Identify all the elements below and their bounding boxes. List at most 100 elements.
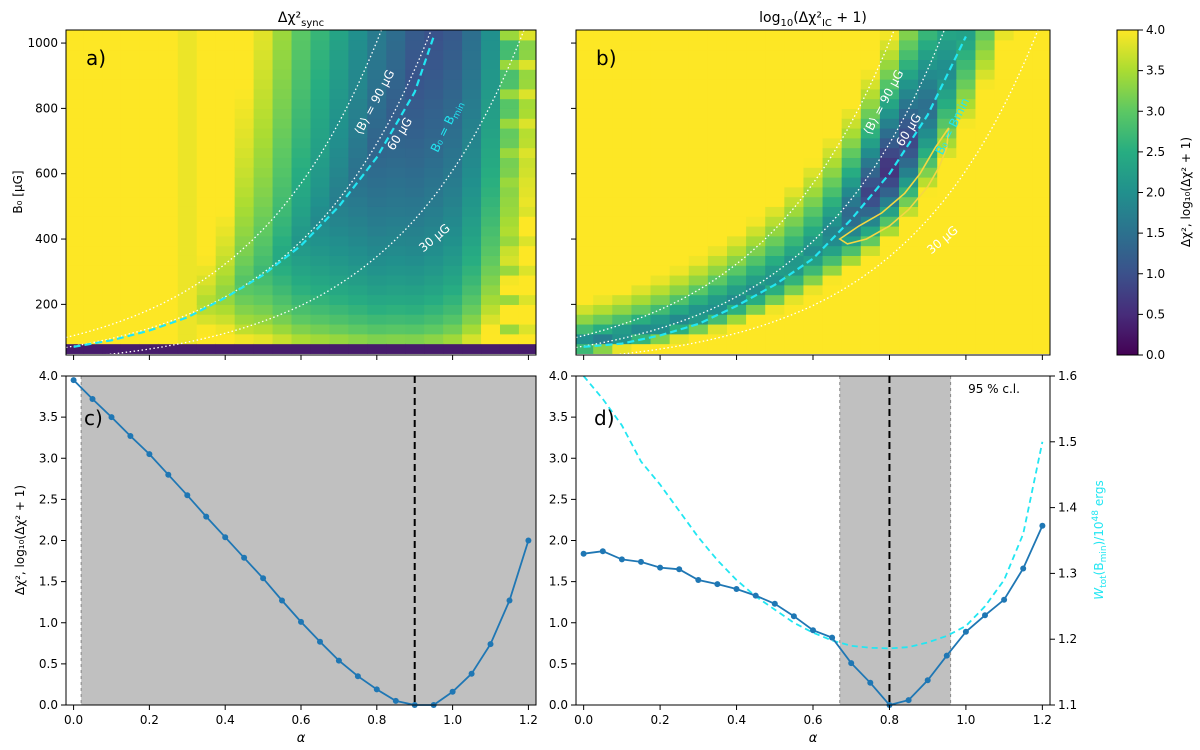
heatmap-cell — [291, 284, 312, 296]
heatmap-cell — [688, 314, 709, 325]
heatmap-cell — [765, 167, 785, 178]
heatmap-cell — [196, 78, 217, 90]
heatmap-cell — [650, 88, 671, 100]
heatmap-cell — [765, 118, 785, 129]
heatmap-cell — [310, 157, 331, 168]
heatmap-cell — [937, 216, 957, 227]
heatmap-cell — [253, 265, 274, 276]
heatmap-cell — [386, 225, 406, 237]
heatmap-cell — [841, 245, 862, 256]
heatmap-cell — [860, 108, 881, 119]
heatmap-cell — [348, 225, 368, 237]
heatmap-cell — [784, 147, 805, 158]
heatmap-cell — [234, 343, 255, 354]
heatmap-cell — [956, 186, 977, 198]
heatmap-cell — [860, 206, 881, 217]
heatmap-cell — [879, 176, 900, 188]
heatmap-cell — [975, 147, 996, 158]
heatmap-cell — [499, 206, 520, 217]
heatmap-cell — [139, 59, 160, 70]
heatmap-cell — [1032, 186, 1050, 198]
heatmap-cell — [177, 108, 198, 119]
heatmap-cell — [177, 118, 198, 129]
heatmap-cell — [669, 30, 690, 41]
heatmap-cell — [310, 343, 331, 354]
heatmap-cell — [196, 59, 217, 70]
heatmap-cell — [424, 333, 444, 345]
heatmap-cell — [803, 127, 824, 139]
heatmap-cell — [841, 343, 862, 354]
heatmap-cell — [822, 108, 843, 119]
heatmap-cell — [102, 323, 122, 335]
heatmap-cell — [576, 314, 594, 325]
heatmap-cell — [707, 137, 728, 149]
heatmap-cell — [860, 255, 881, 266]
heatmap-cell — [102, 274, 122, 286]
heatmap-cell — [899, 343, 919, 354]
heatmap-cell — [102, 206, 122, 217]
heatmap-cell — [899, 30, 919, 41]
heatmap-cell — [177, 30, 198, 31]
data-point — [905, 697, 912, 704]
heatmap-cell — [918, 69, 938, 80]
heatmap-cell — [462, 167, 482, 178]
colorbar-tick-label: 2.0 — [1146, 186, 1165, 200]
heatmap-cell — [746, 69, 766, 80]
heatmap-cell — [253, 30, 274, 41]
heatmap-cell — [803, 147, 824, 158]
heatmap-cell — [234, 167, 255, 178]
heatmap-cell — [841, 147, 862, 158]
heatmap-cell — [650, 314, 671, 325]
heatmap-cell — [329, 294, 349, 305]
heatmap-cell — [707, 235, 728, 247]
heatmap-cell — [669, 108, 690, 119]
heatmap-cell — [272, 157, 293, 168]
heatmap-cell — [139, 255, 160, 266]
heatmap-cell — [1032, 225, 1050, 237]
y-tick-label: 3.0 — [39, 451, 58, 465]
heatmap-cell — [291, 245, 312, 256]
heatmap-cell — [329, 314, 349, 325]
heatmap-cell — [158, 235, 179, 247]
heatmap-cell — [918, 157, 938, 168]
heatmap-cell — [956, 127, 977, 139]
heatmap-cell — [918, 245, 938, 256]
heatmap-cell — [462, 59, 482, 70]
heatmap-cell — [1013, 167, 1034, 178]
heatmap-cell — [726, 333, 747, 345]
heatmap-cell — [310, 88, 331, 100]
heatmap-cell — [841, 39, 862, 51]
heatmap-cell — [975, 39, 996, 51]
heatmap-cell — [443, 196, 463, 207]
heatmap-cell — [158, 127, 179, 139]
heatmap-cell — [612, 235, 633, 247]
y-tick-label: 4.0 — [39, 369, 58, 383]
heatmap-cell — [784, 137, 805, 149]
heatmap-cell — [196, 108, 217, 119]
heatmap-cell — [1032, 323, 1050, 335]
heatmap-cell — [291, 108, 312, 119]
heatmap-cell — [348, 118, 368, 129]
heatmap-cell — [518, 206, 536, 217]
heatmap-cell — [481, 88, 501, 100]
heatmap-cell — [66, 30, 84, 31]
heatmap-cell — [310, 216, 331, 227]
heatmap-cell — [272, 314, 293, 325]
heatmap-cell — [499, 274, 520, 286]
heatmap-cell — [956, 78, 977, 90]
heatmap-cell — [669, 88, 690, 100]
heatmap-cell — [443, 255, 463, 266]
heatmap-cell — [765, 284, 785, 296]
heatmap-cell — [462, 235, 482, 247]
heatmap-cell — [177, 284, 198, 296]
heatmap-cell — [424, 39, 444, 51]
heatmap-cell — [215, 265, 236, 276]
heatmap-cell — [310, 274, 331, 286]
heatmap-cell — [348, 30, 368, 31]
heatmap-cell — [784, 333, 805, 345]
heatmap-cell — [310, 147, 331, 158]
heatmap-cell — [310, 265, 331, 276]
heatmap-cell — [822, 69, 843, 80]
heatmap-cell — [272, 167, 293, 178]
heatmap-cell — [120, 59, 141, 70]
